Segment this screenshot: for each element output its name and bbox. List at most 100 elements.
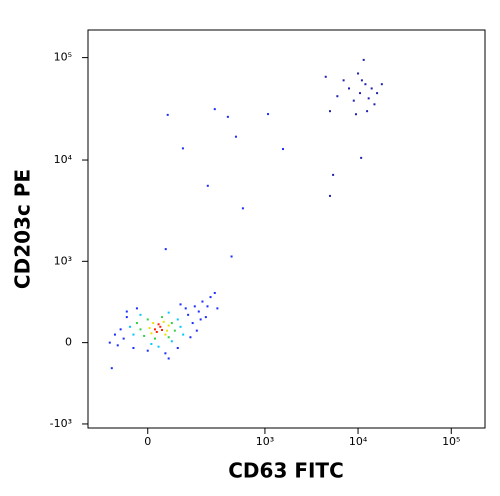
- data-point: [376, 92, 379, 95]
- data-point: [125, 316, 128, 319]
- data-point: [164, 352, 167, 355]
- data-point: [370, 87, 373, 90]
- data-point: [241, 207, 244, 210]
- data-point: [159, 325, 162, 328]
- x-tick-label: 10³: [256, 435, 274, 448]
- data-point: [173, 329, 176, 332]
- data-point: [328, 194, 331, 197]
- data-point: [139, 328, 142, 331]
- data-point: [129, 325, 132, 328]
- data-point: [206, 184, 209, 187]
- data-point: [352, 99, 355, 102]
- data-point: [176, 318, 179, 321]
- data-point: [332, 173, 335, 176]
- data-point: [122, 337, 125, 340]
- data-point: [108, 341, 111, 344]
- data-point: [201, 300, 204, 303]
- data-point: [179, 303, 182, 306]
- data-point: [150, 342, 153, 345]
- data-point: [360, 79, 363, 82]
- data-point: [213, 291, 216, 294]
- data-point: [179, 325, 182, 328]
- data-point: [166, 113, 169, 116]
- data-point: [187, 313, 190, 316]
- x-tick-label: 10⁴: [349, 435, 368, 448]
- data-point: [181, 147, 184, 150]
- data-point: [328, 110, 331, 113]
- data-point: [380, 83, 383, 86]
- y-tick-label: -10³: [50, 417, 72, 430]
- data-point: [195, 329, 198, 332]
- data-point: [359, 92, 362, 95]
- data-point: [213, 108, 216, 111]
- data-point: [324, 75, 327, 78]
- x-tick-label: 0: [144, 435, 151, 448]
- data-point: [132, 347, 135, 350]
- data-point: [150, 332, 153, 335]
- data-point: [153, 337, 156, 340]
- data-point: [143, 334, 146, 337]
- data-point: [170, 340, 173, 343]
- data-point: [139, 313, 142, 316]
- data-point: [204, 316, 207, 319]
- data-point: [367, 97, 370, 100]
- data-point: [167, 324, 170, 327]
- plot-frame: [87, 29, 486, 429]
- data-point: [366, 110, 369, 113]
- data-point: [193, 305, 196, 308]
- data-point: [182, 333, 185, 336]
- y-tick-label: 10⁴: [54, 153, 73, 166]
- data-point: [161, 328, 164, 331]
- data-point: [132, 333, 135, 336]
- data-point: [362, 58, 365, 61]
- y-tick-label: 10⁵: [54, 51, 72, 64]
- data-point: [364, 83, 367, 86]
- data-point: [153, 328, 156, 331]
- data-point: [281, 148, 284, 151]
- data-point: [336, 95, 339, 98]
- data-point: [354, 113, 357, 116]
- data-point: [166, 329, 169, 332]
- y-axis-title: CD203c PE: [11, 169, 35, 289]
- data-point: [189, 336, 192, 339]
- data-point: [146, 349, 149, 352]
- data-point: [116, 344, 119, 347]
- data-point: [357, 72, 360, 75]
- data-point: [191, 322, 194, 325]
- data-point: [155, 330, 158, 333]
- data-point: [157, 323, 160, 326]
- data-point: [184, 307, 187, 310]
- y-tick-label: 0: [65, 336, 72, 349]
- data-point: [162, 320, 165, 323]
- data-point: [209, 296, 212, 299]
- data-point: [230, 255, 233, 258]
- x-tick-label: 10⁵: [442, 435, 460, 448]
- data-point: [113, 333, 116, 336]
- data-point: [360, 156, 363, 159]
- data-point: [348, 87, 351, 90]
- data-point: [135, 322, 138, 325]
- data-point: [170, 322, 173, 325]
- data-point: [161, 316, 164, 319]
- data-point: [125, 310, 128, 313]
- data-point: [164, 333, 167, 336]
- data-point: [373, 103, 376, 106]
- data-point: [146, 318, 149, 321]
- data-point: [267, 113, 270, 116]
- data-point: [167, 336, 170, 339]
- data-point: [197, 310, 200, 313]
- data-point: [135, 307, 138, 310]
- data-point: [167, 357, 170, 360]
- data-point: [234, 135, 237, 138]
- data-point: [110, 367, 113, 370]
- data-point: [148, 327, 151, 330]
- data-point: [342, 79, 345, 82]
- data-point: [119, 328, 122, 331]
- data-point: [176, 347, 179, 350]
- data-point: [199, 318, 202, 321]
- data-point: [152, 322, 155, 325]
- y-tick-label: 10³: [54, 254, 72, 267]
- data-point: [157, 345, 160, 348]
- data-point: [206, 305, 209, 308]
